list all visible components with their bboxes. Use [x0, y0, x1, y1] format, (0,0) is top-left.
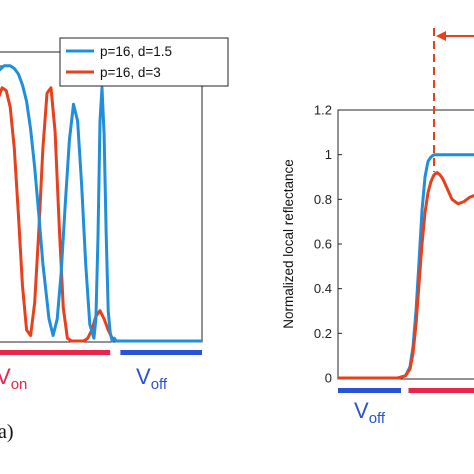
legend-label-blue: p=16, d=1.5: [100, 44, 172, 59]
right-chart: 0 0.2 0.4 0.6 0.8 1 1.2 Normalized local refle…: [281, 28, 474, 427]
left-bar-voff: [120, 350, 202, 355]
legend-box: [59, 37, 229, 87]
right-bar-von: [408, 388, 474, 393]
arrow-head-icon: [436, 31, 446, 41]
left-label-von: Von: [0, 364, 27, 393]
left-series-line-blue: [0, 64, 202, 343]
left-label-voff: Voff: [136, 364, 168, 393]
right-plot-frame: [337, 109, 474, 380]
y-tick-label: 0.6: [314, 237, 332, 252]
legend-label-red: p=16, d=3: [100, 65, 161, 80]
left-bar-von: [0, 350, 111, 355]
right-label-voff: Voff: [354, 398, 386, 427]
y-tick-label: 0.2: [314, 326, 332, 341]
right-y-ticks: 0 0.2 0.4 0.6 0.8 1 1.2: [314, 103, 342, 386]
y-tick-label: 0: [325, 371, 332, 386]
panel-label: a): [0, 421, 14, 443]
left-chart: p=16, d=1.5 p=16, d=3 Von Voff a): [0, 37, 229, 443]
legend: p=16, d=1.5 p=16, d=3: [59, 37, 229, 87]
y-tick-label: 1.2: [314, 103, 332, 118]
right-series-line-blue: [338, 153, 474, 380]
dashed-arrow-annotation: [433, 28, 474, 172]
y-tick-label: 0.4: [314, 281, 332, 296]
right-series-line-red: [338, 171, 474, 380]
right-bar-voff: [338, 388, 401, 393]
y-tick-label: 0.8: [314, 192, 332, 207]
right-y-axis-label: Normalized local reflectance: [281, 159, 296, 329]
y-tick-label: 1: [325, 147, 332, 162]
